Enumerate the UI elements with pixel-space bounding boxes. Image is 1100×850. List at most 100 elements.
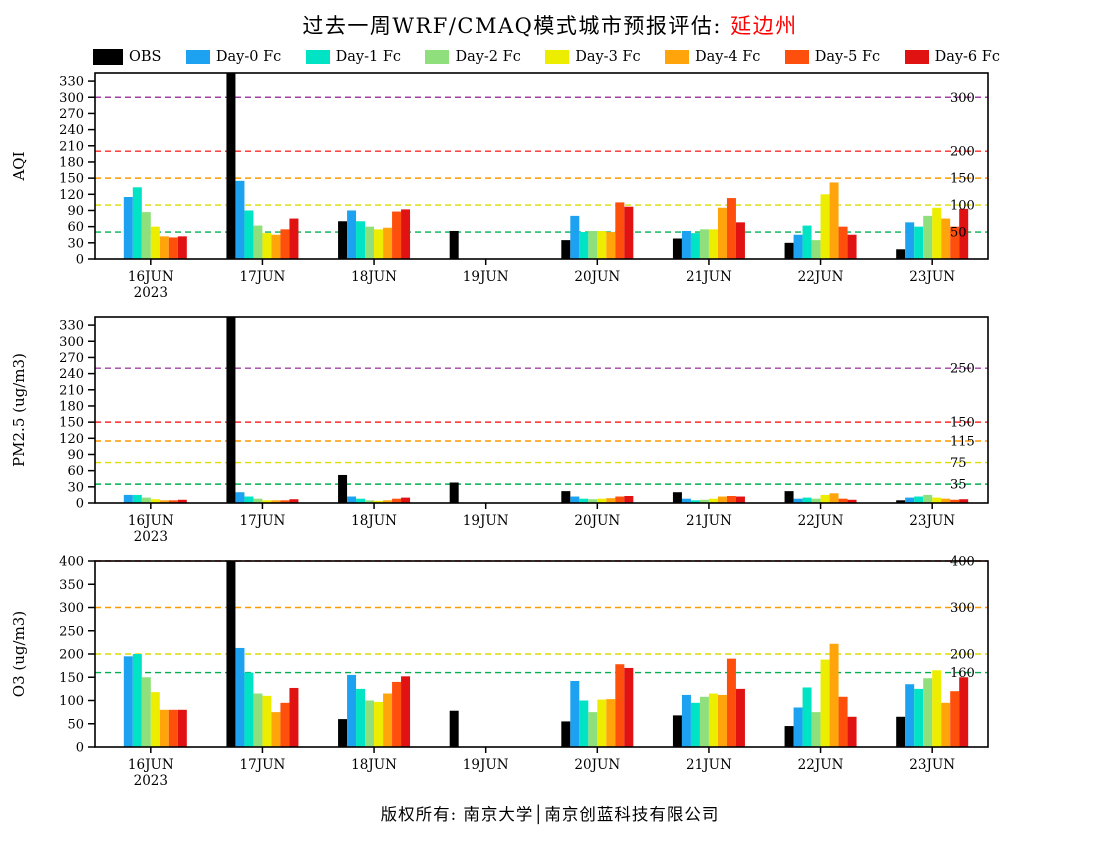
bar <box>338 474 348 503</box>
svg-text:21JUN: 21JUN <box>686 757 732 773</box>
svg-text:0: 0 <box>76 253 84 268</box>
bar <box>365 700 375 747</box>
svg-text:22JUN: 22JUN <box>798 269 844 285</box>
bar <box>672 238 682 259</box>
bar <box>226 561 236 747</box>
bar <box>820 194 830 259</box>
legend-item-day-3-fc: Day-3 Fc <box>545 49 641 65</box>
bar <box>561 491 571 503</box>
bar <box>588 712 598 747</box>
bar <box>838 498 848 503</box>
bar <box>235 180 245 259</box>
copyright-footer: 版权所有: 南京大学│南京创蓝科技有限公司 <box>380 805 720 824</box>
bar <box>905 497 915 503</box>
svg-text:180: 180 <box>59 155 84 170</box>
bar <box>735 222 745 259</box>
svg-text:30: 30 <box>67 236 84 251</box>
bar <box>847 716 857 747</box>
legend-item-day-4-fc: Day-4 Fc <box>665 49 760 65</box>
bar <box>579 498 589 503</box>
bar <box>132 494 142 503</box>
svg-text:75: 75 <box>950 456 967 471</box>
bar <box>141 212 151 259</box>
bar <box>253 498 263 503</box>
svg-text:300: 300 <box>59 91 84 106</box>
bar <box>624 206 634 259</box>
svg-text:150: 150 <box>950 172 975 187</box>
bar <box>905 684 915 747</box>
bar <box>374 500 384 503</box>
bar <box>338 221 348 259</box>
bar <box>280 500 290 503</box>
svg-text:180: 180 <box>59 399 84 414</box>
bar <box>923 678 933 747</box>
bar <box>235 647 245 747</box>
svg-text:0: 0 <box>76 741 84 756</box>
svg-text:120: 120 <box>59 188 84 203</box>
bar <box>726 198 736 259</box>
bar <box>941 498 951 503</box>
bar <box>150 226 160 259</box>
svg-text:22JUN: 22JUN <box>798 513 844 529</box>
legend-item-day-5-fc: Day-5 Fc <box>784 49 880 65</box>
page-title-text: 过去一周WRF/CMAQ模式城市预报评估: <box>302 14 731 38</box>
svg-text:50: 50 <box>950 226 967 241</box>
bar <box>383 500 393 503</box>
bar <box>829 643 839 747</box>
legend-label: Day-1 Fc <box>335 49 402 65</box>
svg-text:30: 30 <box>67 480 84 495</box>
svg-text:17JUN: 17JUN <box>240 513 286 529</box>
bar <box>570 680 580 747</box>
o3-threshold-labels: 160 200 300 400 <box>950 555 975 682</box>
svg-text:18JUN: 18JUN <box>351 513 397 529</box>
svg-text:2023: 2023 <box>134 529 168 545</box>
pm25-chart: 0306090120150180210240270300330357511515… <box>10 316 989 545</box>
bar <box>570 496 580 503</box>
bar <box>226 317 236 503</box>
bar <box>392 498 402 503</box>
bar <box>374 701 384 747</box>
aqi-bars <box>123 73 969 259</box>
bar <box>235 492 245 503</box>
bar <box>606 498 616 503</box>
svg-text:16JUN: 16JUN <box>128 269 174 285</box>
svg-text:270: 270 <box>59 107 84 122</box>
svg-text:2023: 2023 <box>134 285 168 301</box>
bar <box>123 656 133 747</box>
bar <box>615 664 625 747</box>
svg-text:210: 210 <box>59 383 84 398</box>
svg-text:23JUN: 23JUN <box>909 513 955 529</box>
svg-text:90: 90 <box>67 448 84 463</box>
pm25-y-axis-title: PM2.5 (ug/m3) <box>10 353 28 467</box>
o3-axes: 0 50 100 150 200 250 300 350 400 <box>59 555 989 756</box>
svg-text:18JUN: 18JUN <box>351 269 397 285</box>
bar <box>672 715 682 747</box>
bar <box>271 712 281 747</box>
legend-label: Day-6 Fc <box>934 49 1000 65</box>
bar <box>597 498 607 503</box>
legend-swatch <box>545 50 570 64</box>
svg-text:300: 300 <box>59 601 84 616</box>
bar <box>271 500 281 503</box>
svg-text:300: 300 <box>950 91 975 106</box>
bar <box>123 197 133 259</box>
bar <box>606 232 616 259</box>
bar <box>847 234 857 259</box>
bar <box>570 215 580 259</box>
bar <box>244 496 254 503</box>
legend-swatch <box>425 50 450 64</box>
bar <box>168 237 178 259</box>
bar <box>923 494 933 503</box>
legend: OBS Day-0 Fc Day-1 Fc Day-2 Fc Day-3 Fc Day-4… <box>0 40 1100 65</box>
bar <box>579 700 589 747</box>
bar <box>820 659 830 747</box>
bar <box>141 677 151 747</box>
svg-text:160: 160 <box>950 666 975 681</box>
bar <box>699 499 709 503</box>
bar <box>262 233 272 259</box>
bar <box>392 211 402 259</box>
svg-text:O3 (ug/m3): O3 (ug/m3) <box>10 611 28 697</box>
